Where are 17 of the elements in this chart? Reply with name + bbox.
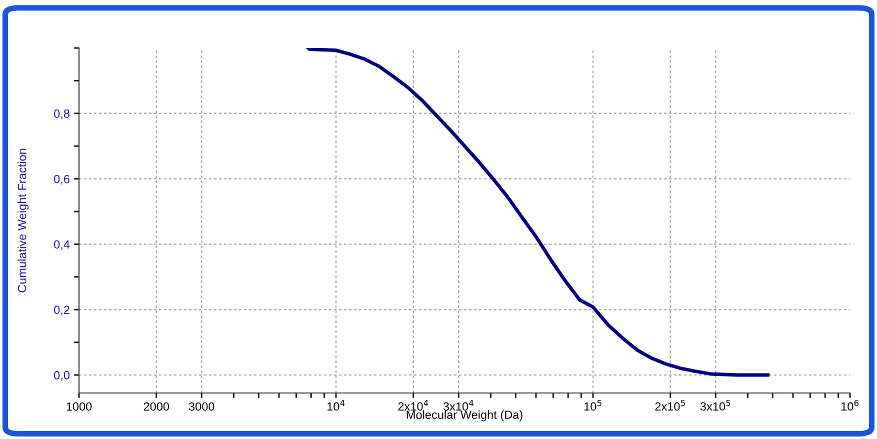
x-tick-label: 10$^{6}$	[841, 400, 859, 411]
y-tick-label: 0,6	[54, 174, 70, 185]
x-tick-label: 3x10$^{4}$	[443, 400, 474, 411]
x-tick-label: 2x10$^{5}$	[655, 400, 685, 411]
y-tick-label: 0,0	[54, 371, 70, 381]
x-axis-title: Molecular Weight (Da)	[406, 410, 522, 422]
x-tick-label: 2x10$^{4}$	[398, 400, 428, 411]
x-tick-label: 10$^{5}$	[584, 400, 602, 411]
x-tick-label: 10$^{4}$	[327, 400, 345, 411]
y-tick-label: 0,2	[54, 306, 70, 316]
x-tick-label: 3000	[188, 402, 214, 411]
y-tick-label: 0,4	[54, 240, 70, 250]
x-tick-label: 3x10$^{5}$	[700, 400, 730, 411]
y-axis-title: Cumulative Weight Fraction	[18, 148, 29, 292]
y-tick-label: 0,8	[54, 109, 70, 120]
x-tick-label: 1000	[66, 402, 92, 411]
x-tick-label: 2000	[144, 402, 170, 411]
